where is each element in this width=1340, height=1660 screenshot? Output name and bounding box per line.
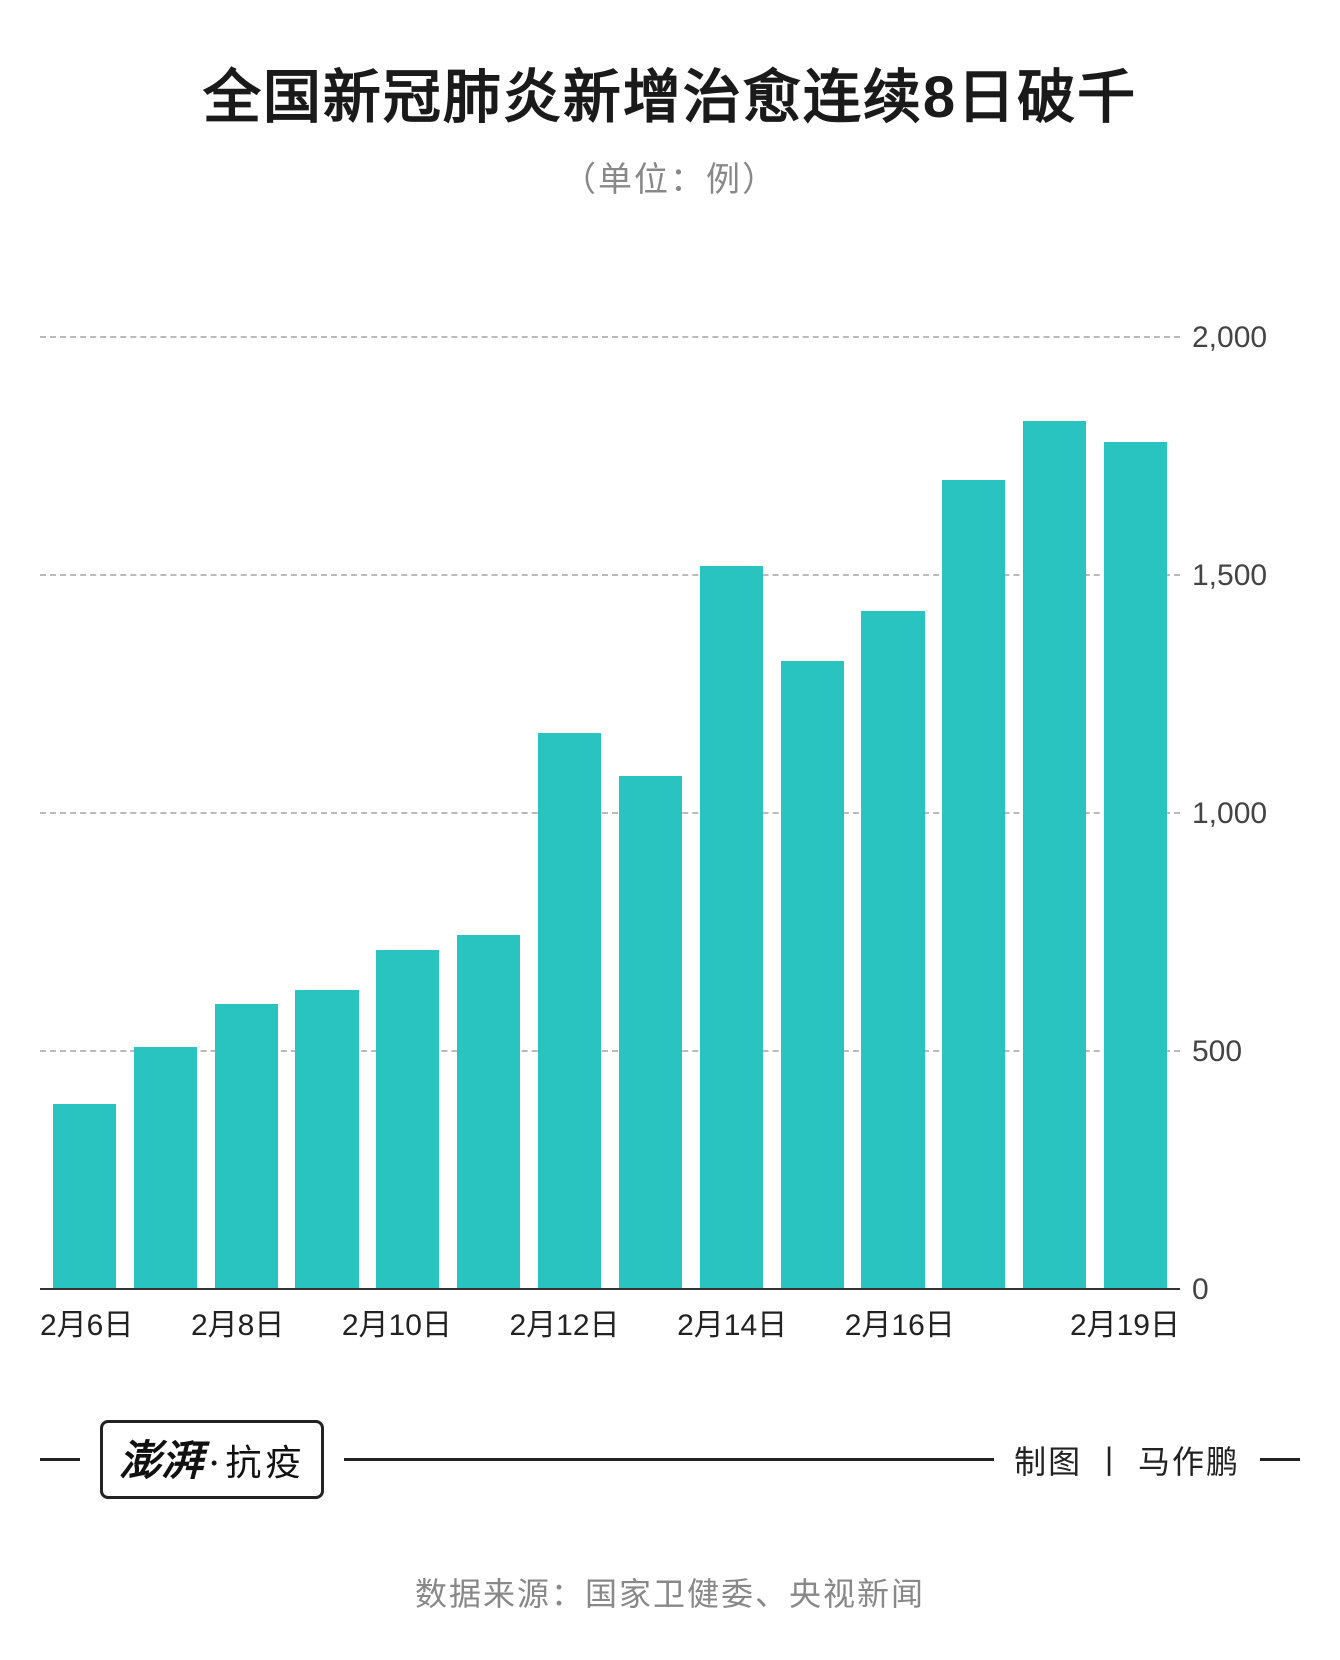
footer-rule-right <box>1260 1458 1300 1461</box>
x-tick-label <box>133 1300 191 1350</box>
x-tick-label: 2月16日 <box>845 1300 955 1350</box>
y-tick-label: 1,500 <box>1192 559 1267 593</box>
logo-script-text: 澎湃 <box>119 1427 203 1488</box>
bar <box>376 950 439 1290</box>
bar-slot <box>529 290 610 1290</box>
bar <box>781 661 844 1290</box>
bar <box>1104 442 1167 1290</box>
x-tick-label: 2月12日 <box>510 1300 620 1350</box>
logo-separator-dot: • <box>211 1453 217 1474</box>
logo-rest-text: 抗疫 <box>225 1434 305 1486</box>
x-tick-label: 2月6日 <box>40 1300 133 1350</box>
credit-name: 马作鹏 <box>1138 1444 1240 1480</box>
bar <box>700 566 763 1290</box>
y-tick-label: 500 <box>1192 1035 1242 1069</box>
x-tick-label: 2月10日 <box>342 1300 452 1350</box>
bar-slot <box>367 290 448 1290</box>
bar <box>53 1104 116 1290</box>
x-axis-baseline <box>40 1288 1180 1290</box>
bars-container <box>40 290 1180 1290</box>
footer-row: 澎湃 • 抗疫 制图 丨 马作鹏 <box>40 1420 1300 1499</box>
bar-slot <box>610 290 691 1290</box>
x-tick-label <box>452 1300 510 1350</box>
bar <box>457 935 520 1290</box>
x-tick-label <box>620 1300 678 1350</box>
bar-slot <box>772 290 853 1290</box>
chart-subtitle: （单位：例） <box>40 152 1300 201</box>
y-tick-label: 0 <box>1192 1273 1209 1307</box>
credit-prefix: 制图 <box>1014 1444 1082 1480</box>
chart-title: 全国新冠肺炎新增治愈连续8日破千 <box>40 50 1300 134</box>
footer-rule-left <box>40 1458 80 1461</box>
x-tick-label <box>284 1300 342 1350</box>
footer: 澎湃 • 抗疫 制图 丨 马作鹏 数据来源：国家卫健委、央视新闻 <box>40 1420 1300 1615</box>
bar-slot <box>691 290 772 1290</box>
x-tick-label: 2月14日 <box>677 1300 787 1350</box>
y-tick-label: 1,000 <box>1192 797 1267 831</box>
bar-slot <box>853 290 934 1290</box>
bar-slot <box>1095 290 1176 1290</box>
bar <box>942 480 1005 1290</box>
y-tick-label: 2,000 <box>1192 321 1267 355</box>
bar <box>215 1004 278 1290</box>
chart-container: 2月6日 2月8日 2月10日 2月12日 2月14日 2月16日 2月19日 0 500 1,… <box>40 290 1300 1370</box>
x-tick-label <box>787 1300 845 1350</box>
x-axis-labels: 2月6日 2月8日 2月10日 2月12日 2月14日 2月16日 2月19日 <box>40 1300 1180 1350</box>
bar <box>1023 421 1086 1290</box>
bar-slot <box>287 290 368 1290</box>
bar-slot <box>44 290 125 1290</box>
chart-credit: 制图 丨 马作鹏 <box>1014 1437 1240 1483</box>
data-source: 数据来源：国家卫健委、央视新闻 <box>40 1569 1300 1615</box>
bar-slot <box>206 290 287 1290</box>
bar-slot <box>933 290 1014 1290</box>
credit-separator: 丨 <box>1093 1444 1127 1480</box>
bar <box>619 776 682 1290</box>
bar <box>538 733 601 1290</box>
plot-area <box>40 290 1180 1290</box>
bar-slot <box>1014 290 1095 1290</box>
x-tick-label <box>955 1300 1013 1350</box>
bar <box>134 1047 197 1290</box>
x-tick-label <box>1012 1300 1070 1350</box>
page-root: 全国新冠肺炎新增治愈连续8日破千 （单位：例） 2月6日 2月8日 2月10日 2月1… <box>0 0 1340 1660</box>
x-tick-label: 2月8日 <box>191 1300 284 1350</box>
publisher-logo: 澎湃 • 抗疫 <box>100 1420 324 1499</box>
footer-rule-mid <box>344 1458 994 1461</box>
bar-slot <box>125 290 206 1290</box>
bar <box>861 611 924 1290</box>
bar-slot <box>448 290 529 1290</box>
x-tick-label: 2月19日 <box>1070 1300 1180 1350</box>
bar <box>295 990 358 1290</box>
